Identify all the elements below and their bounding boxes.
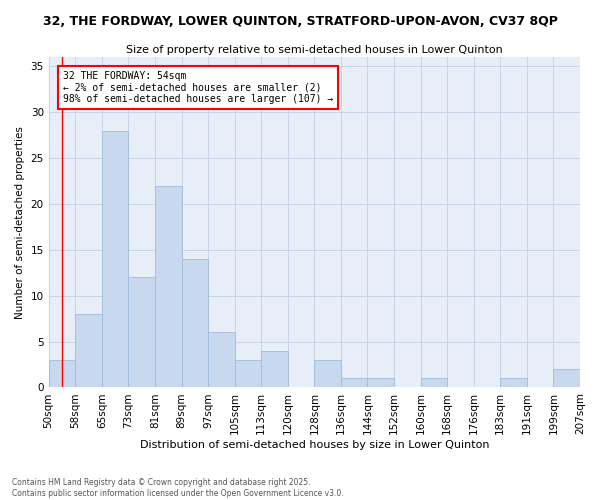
Bar [235, 360, 261, 388]
X-axis label: Distribution of semi-detached houses by size in Lower Quinton: Distribution of semi-detached houses by … [140, 440, 489, 450]
Bar [500, 378, 527, 388]
Bar [341, 378, 367, 388]
Bar [208, 332, 235, 388]
Bar [367, 378, 394, 388]
Bar [49, 360, 75, 388]
Bar [314, 360, 341, 388]
Bar [421, 378, 447, 388]
Text: 32, THE FORDWAY, LOWER QUINTON, STRATFORD-UPON-AVON, CV37 8QP: 32, THE FORDWAY, LOWER QUINTON, STRATFOR… [43, 15, 557, 28]
Bar [128, 278, 155, 388]
Text: 32 THE FORDWAY: 54sqm
← 2% of semi-detached houses are smaller (2)
98% of semi-d: 32 THE FORDWAY: 54sqm ← 2% of semi-detac… [63, 71, 334, 104]
Bar [102, 130, 128, 388]
Y-axis label: Number of semi-detached properties: Number of semi-detached properties [15, 126, 25, 319]
Bar [182, 259, 208, 388]
Text: Contains HM Land Registry data © Crown copyright and database right 2025.
Contai: Contains HM Land Registry data © Crown c… [12, 478, 344, 498]
Title: Size of property relative to semi-detached houses in Lower Quinton: Size of property relative to semi-detach… [126, 45, 503, 55]
Bar [553, 369, 580, 388]
Bar [75, 314, 102, 388]
Bar [261, 351, 288, 388]
Bar [155, 186, 182, 388]
